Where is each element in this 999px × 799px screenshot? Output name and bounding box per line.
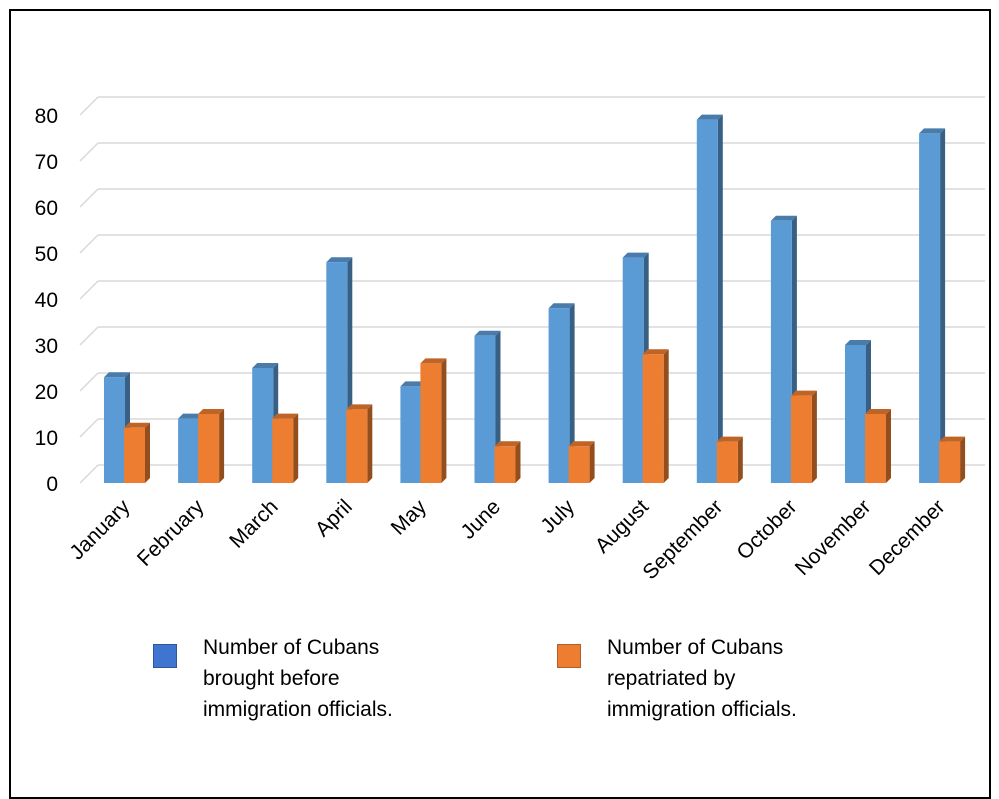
x-tick-label: July	[536, 495, 579, 538]
bar-repatriated-december	[939, 436, 966, 483]
x-tick-label: February	[133, 495, 209, 571]
x-tick-label: May	[387, 495, 432, 540]
gridline-depth	[79, 326, 99, 346]
bar-repatriated-february	[198, 409, 225, 483]
x-tick-label: August	[591, 495, 654, 558]
y-tick-label: 70	[35, 151, 58, 174]
bar-repatriated-january	[124, 422, 150, 483]
x-tick-label: June	[457, 495, 505, 543]
legend-swatch-orange	[557, 644, 581, 668]
gridline-depth	[79, 372, 99, 392]
y-axis: 0 10 20 30 40 50 60 70 80	[35, 105, 58, 496]
gridline-depth	[79, 188, 99, 208]
legend-label-line: Number of Cubans	[203, 636, 380, 659]
gridline-depth	[79, 418, 99, 438]
bar-repatriated-june	[494, 441, 521, 483]
x-tick-label: January	[65, 495, 134, 564]
bar-brought-before-april	[326, 257, 353, 483]
legend-label: Number of Cubans repatriated by immigrat…	[607, 632, 867, 725]
gridlines	[79, 96, 985, 484]
y-tick-label: 50	[35, 243, 58, 266]
x-tick-label: October	[732, 495, 801, 564]
legend-label-line: Number of Cubans	[607, 636, 784, 659]
gridline-depth	[79, 280, 99, 300]
bar-brought-before-july	[548, 303, 575, 483]
x-tick-label: December	[865, 495, 950, 580]
legend-item-series-2: Number of Cubans repatriated by immigrat…	[557, 632, 867, 725]
x-tick-label: November	[791, 495, 876, 580]
y-tick-label: 10	[35, 427, 58, 450]
x-tick-label: September	[638, 495, 727, 584]
legend-label-line: immigration officials.	[607, 698, 797, 721]
legend-swatch-blue	[153, 644, 177, 668]
legend-label-line: brought before	[203, 667, 340, 690]
bar-brought-before-december	[919, 128, 946, 483]
y-tick-label: 30	[35, 335, 58, 358]
legend-item-series-1: Number of Cubans brought before immigrat…	[153, 632, 463, 725]
bar-repatriated-april	[346, 404, 373, 483]
bar-repatriated-march	[272, 413, 299, 483]
y-tick-label: 40	[35, 289, 58, 312]
bar-repatriated-september	[716, 436, 743, 483]
gridline-depth	[79, 234, 99, 254]
gridline-depth	[79, 464, 99, 484]
gridline-depth	[79, 142, 99, 162]
bar-repatriated-october	[790, 390, 817, 483]
bar-brought-before-september	[696, 114, 723, 483]
legend-label: Number of Cubans brought before immigrat…	[203, 632, 463, 725]
bar-repatriated-november	[865, 409, 891, 483]
y-tick-label: 80	[35, 105, 58, 128]
legend-label-line: immigration officials.	[203, 698, 393, 721]
x-tick-label: April	[311, 495, 357, 541]
y-tick-label: 60	[35, 197, 58, 220]
bar-repatriated-august	[642, 349, 669, 483]
bar-repatriated-may	[420, 358, 447, 483]
bar-repatriated-july	[568, 441, 595, 483]
y-tick-label: 20	[35, 381, 58, 404]
gridline-depth	[79, 96, 99, 116]
bars	[104, 114, 966, 484]
x-tick-label: March	[225, 495, 283, 553]
y-tick-label: 0	[46, 473, 58, 496]
legend-label-line: repatriated by	[607, 667, 736, 690]
